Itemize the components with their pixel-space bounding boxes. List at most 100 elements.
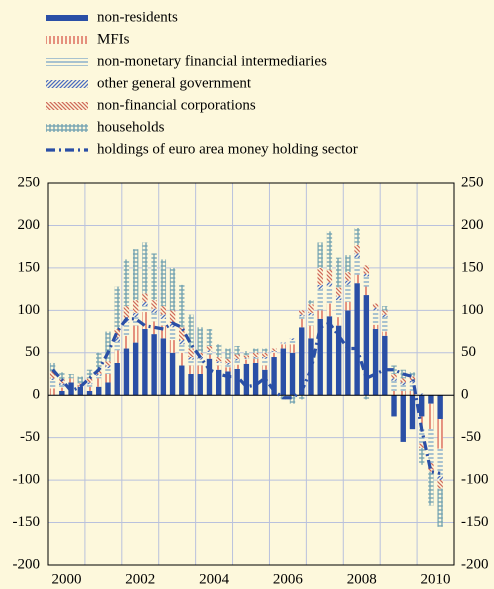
bar-segment: [151, 308, 157, 313]
bar-segment: [243, 357, 250, 359]
bar-segment: [160, 338, 167, 396]
bar-segment: [289, 344, 296, 353]
y2-tick-label: 200: [461, 217, 484, 233]
bar-segment: [262, 365, 268, 370]
y2-tick-label: -150: [461, 514, 489, 530]
y2-tick-label: 250: [461, 174, 484, 190]
bar-segment: [105, 331, 111, 362]
bar-segment: [188, 348, 194, 358]
bar-segment: [216, 369, 222, 396]
bar-segment: [437, 418, 443, 449]
bar-segment: [326, 231, 333, 270]
bar-segment: [308, 304, 314, 313]
bar-segment: [197, 327, 203, 353]
y2-tick-label: 50: [461, 344, 476, 360]
bar-segment: [372, 303, 379, 308]
bar-segment: [391, 365, 397, 374]
bar-segment: [326, 303, 333, 317]
bar-segment: [234, 345, 240, 355]
bar-segment: [114, 286, 120, 330]
bar-segment: [206, 329, 213, 346]
bar-segment: [86, 386, 93, 391]
bar-segment: [252, 358, 259, 363]
y-tick-label: -100: [13, 472, 41, 488]
legend-label: non-residents: [97, 9, 178, 25]
bar-segment: [86, 378, 93, 383]
bar-segment: [225, 348, 231, 359]
bar-segment: [409, 372, 416, 377]
bar-segment: [188, 314, 194, 349]
bar-segment: [428, 395, 434, 404]
y2-tick-label: 150: [461, 259, 484, 275]
bar-segment: [132, 312, 139, 318]
bar-segment: [335, 295, 342, 301]
bar-segment: [280, 348, 286, 396]
legend-swatch: [46, 80, 88, 88]
bar-segment: [105, 374, 111, 383]
bar-segment: [271, 357, 277, 396]
bar-segment: [437, 395, 443, 419]
bar-segment: [96, 374, 102, 376]
bar-segment: [409, 395, 416, 430]
bar-segment: [96, 378, 102, 387]
bar-segment: [428, 403, 434, 430]
legend-label: households: [97, 119, 165, 135]
y-tick-label: -150: [13, 514, 41, 530]
bar-segment: [234, 358, 240, 361]
bar-segment: [179, 352, 185, 366]
bar-segment: [86, 384, 93, 387]
y-tick-label: 100: [18, 302, 41, 318]
bar-segment: [372, 324, 379, 330]
bar-segment: [206, 354, 213, 359]
bar-segment: [225, 364, 231, 368]
bar-segment: [49, 378, 56, 380]
bar-segment: [169, 267, 176, 311]
bar-segment: [77, 383, 83, 386]
bar-segment: [317, 289, 323, 311]
plot-frame: [47, 182, 455, 566]
bar-segment: [179, 344, 185, 353]
y-tick-label: 200: [18, 217, 41, 233]
bar-segment: [169, 310, 176, 324]
bar-segment: [262, 352, 268, 358]
bar-segment: [382, 306, 388, 311]
bar-segment: [437, 448, 443, 476]
bar-segment: [308, 300, 314, 305]
bar-segment: [206, 350, 213, 352]
bar-segment: [354, 244, 360, 254]
bar-segment: [132, 317, 139, 326]
bar-segment: [354, 227, 360, 245]
bar-segment: [59, 385, 65, 388]
bar-segment: [123, 323, 130, 336]
bar-segment: [188, 365, 194, 374]
bar-segment: [354, 253, 360, 258]
x-tick-label: 2006: [273, 571, 304, 587]
bar-segment: [382, 310, 388, 315]
bar-segment: [179, 284, 185, 328]
bar-segment: [363, 395, 370, 400]
x-tick-label: 2002: [125, 571, 155, 587]
bar-segment: [400, 378, 406, 383]
bar-segment: [206, 351, 213, 355]
x-tick-label: 2004: [199, 571, 230, 587]
y-tick-label: 50: [25, 344, 40, 360]
legend-label: non-monetary financial intermediaries: [97, 53, 327, 69]
bar-segment: [382, 314, 388, 318]
bar-segment: [123, 335, 130, 349]
bar-segment: [317, 310, 323, 319]
bar-segment: [234, 354, 240, 359]
bar-segment: [308, 325, 314, 339]
bar-segment: [271, 348, 277, 352]
bar-segment: [234, 368, 240, 396]
y-tick-label: -200: [13, 556, 41, 572]
bar-segment: [391, 378, 397, 381]
bar-segment: [160, 259, 167, 307]
bar-segment: [160, 318, 167, 326]
bar-segment: [123, 348, 130, 396]
bar-segment: [142, 301, 148, 307]
legend-swatch: [46, 102, 88, 110]
bar-segment: [132, 249, 139, 301]
bar-segment: [326, 316, 333, 396]
bar-segment: [86, 369, 93, 379]
